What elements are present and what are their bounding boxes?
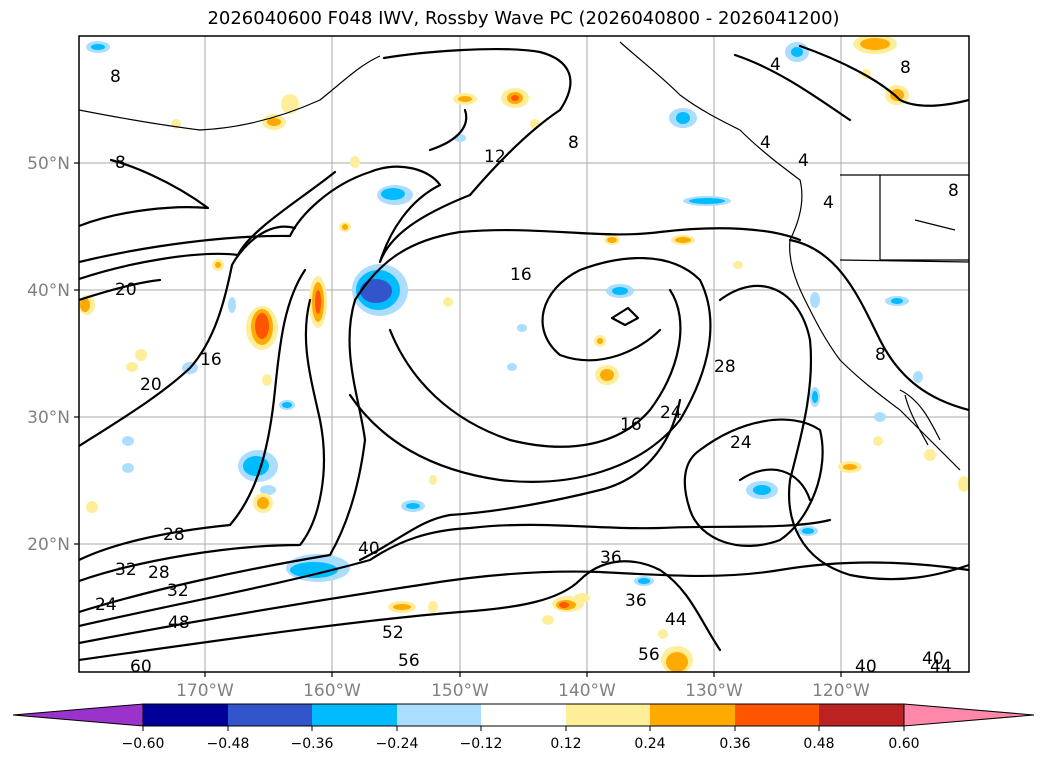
colorbar-bin — [228, 704, 312, 726]
colorbar-extend-min — [12, 703, 144, 727]
colorbar-bin — [650, 704, 735, 726]
contour-label: 40 — [855, 657, 877, 677]
iwv-contours — [79, 44, 969, 662]
contour-label: 8 — [875, 345, 886, 365]
axis-ticks — [74, 162, 842, 677]
colorbar-bin — [397, 704, 481, 726]
contour-label: 8 — [900, 58, 911, 78]
lon-label: 150°W — [431, 681, 489, 701]
contour-label: 44 — [930, 657, 952, 677]
contour-label: 4 — [760, 133, 771, 153]
coastlines — [79, 41, 969, 471]
map-border — [78, 35, 970, 673]
contour-label: 4 — [823, 193, 834, 213]
colorbar-tick-label: −0.24 — [376, 736, 419, 752]
contour-label: 16 — [510, 265, 532, 285]
contour-label: 52 — [382, 623, 404, 643]
contour-labels: 8 8 8 8 12 4 4 4 4 8 8 20 16 20 16 28 24… — [95, 55, 959, 677]
lon-label: 130°W — [685, 681, 743, 701]
lat-label: 40°N — [27, 281, 70, 301]
contour-label: 8 — [110, 67, 121, 87]
contour-label: 20 — [140, 375, 162, 395]
contour-label: 8 — [115, 153, 126, 173]
map-title: 2026040600 F048 IWV, Rossby Wave PC (202… — [207, 8, 840, 29]
contour-label: 28 — [148, 563, 170, 583]
colorbar-tick-label: −0.60 — [122, 736, 165, 752]
contour-label: 4 — [798, 151, 809, 171]
lat-label: 50°N — [27, 154, 70, 174]
contour-label: 56 — [398, 651, 420, 671]
contour-label: 32 — [115, 560, 137, 580]
map-plot-area — [79, 36, 969, 672]
colorbar: −0.60 −0.48 −0.36 −0.24 −0.12 0.12 0.24 … — [12, 703, 1035, 752]
lon-label: 170°W — [176, 681, 234, 701]
contour-label: 16 — [620, 415, 642, 435]
colorbar-tick-label: −0.36 — [291, 736, 334, 752]
lon-label: 160°W — [303, 681, 361, 701]
contour-label: 56 — [638, 645, 660, 665]
colorbar-tick-label: 0.36 — [719, 736, 750, 752]
contour-label: 8 — [568, 133, 579, 153]
contour-label: 32 — [167, 581, 189, 601]
contour-label: 48 — [168, 613, 190, 633]
colorbar-tick-label: 0.48 — [803, 736, 834, 752]
graticule — [79, 36, 969, 672]
colorbar-tick-label: 0.60 — [888, 736, 919, 752]
contour-label: 28 — [163, 525, 185, 545]
colorbar-bin — [481, 704, 566, 726]
contour-label: 4 — [770, 55, 781, 75]
lon-label: 120°W — [812, 681, 870, 701]
contour-label: 60 — [130, 657, 152, 677]
contour-label: 16 — [200, 350, 222, 370]
contour-label: 40 — [358, 539, 380, 559]
colorbar-tick-label: −0.12 — [460, 736, 503, 752]
contour-label: 28 — [714, 357, 736, 377]
lat-label: 30°N — [27, 408, 70, 428]
contour-label: 20 — [115, 280, 137, 300]
lon-label: 140°W — [558, 681, 616, 701]
contour-label: 44 — [665, 610, 687, 630]
colorbar-bin — [819, 704, 904, 726]
contour-label: 40 — [922, 649, 944, 669]
contour-label: 8 — [948, 181, 959, 201]
colorbar-extend-max — [903, 703, 1035, 727]
colorbar-bin — [143, 704, 228, 726]
latitude-labels: 50°N 40°N 30°N 20°N — [27, 154, 70, 555]
anomaly-shading — [79, 36, 969, 672]
colorbar-bin — [312, 704, 397, 726]
colorbar-bin — [735, 704, 819, 726]
colorbar-bin — [566, 704, 650, 726]
colorbar-tick-label: −0.48 — [207, 736, 250, 752]
longitude-labels: 170°W 160°W 150°W 140°W 130°W 120°W — [176, 681, 870, 701]
contour-label: 24 — [95, 595, 117, 615]
contour-label: 36 — [625, 591, 647, 611]
lat-label: 20°N — [27, 535, 70, 555]
map-content: 8 8 8 8 12 4 4 4 4 8 8 20 16 20 16 28 24… — [79, 36, 969, 677]
contour-label: 36 — [600, 548, 622, 568]
colorbar-tick-label: 0.24 — [634, 736, 665, 752]
contour-label: 12 — [484, 147, 506, 167]
colorbar-tick-label: 0.12 — [550, 736, 581, 752]
contour-label: 24 — [730, 433, 752, 453]
contour-label: 24 — [660, 403, 682, 423]
